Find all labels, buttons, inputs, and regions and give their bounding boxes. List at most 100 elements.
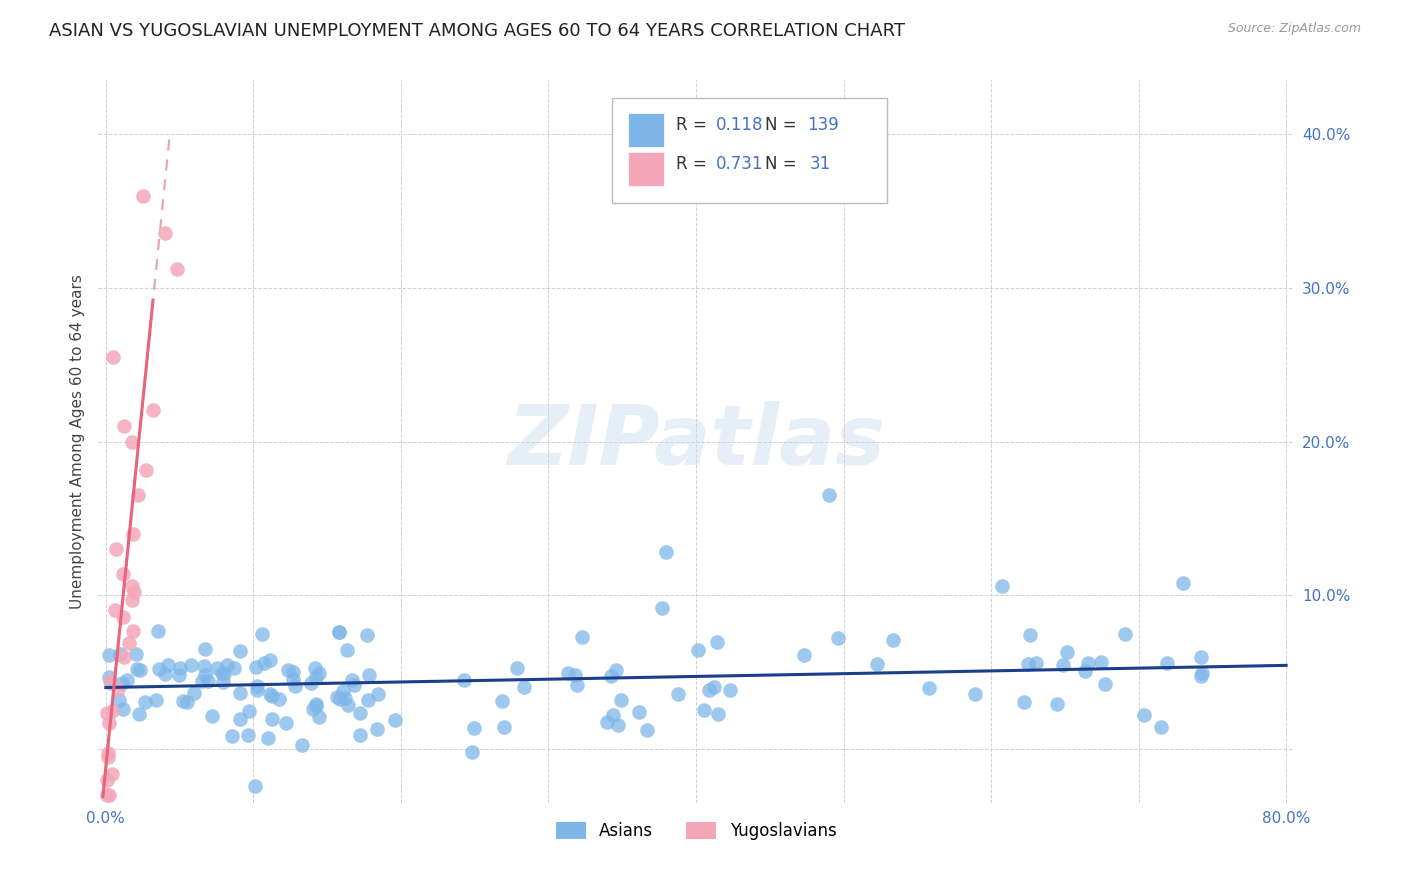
Text: 0.731: 0.731 (716, 155, 763, 173)
Point (326, 690, 349, 704)
Point (284, 680, 307, 694)
Point (699, 682, 721, 697)
Point (283, 673, 305, 687)
Point (793, 648, 815, 662)
Point (1017, 657, 1039, 671)
Point (153, 227, 176, 241)
Point (693, 703, 716, 717)
Point (253, 657, 276, 671)
Point (127, 488, 149, 502)
Point (359, 668, 381, 682)
Point (302, 702, 325, 716)
Point (349, 728, 371, 742)
Text: R =: R = (676, 155, 711, 173)
Point (135, 462, 157, 476)
Point (686, 642, 709, 657)
Point (304, 661, 326, 675)
Text: ASIAN VS YUGOSLAVIAN UNEMPLOYMENT AMONG AGES 60 TO 64 YEARS CORRELATION CHART: ASIAN VS YUGOSLAVIAN UNEMPLOYMENT AMONG … (49, 22, 905, 40)
Point (122, 624, 145, 638)
Point (197, 673, 219, 688)
Point (259, 687, 281, 701)
Point (97, 648, 120, 662)
Point (166, 261, 188, 276)
Point (193, 659, 215, 673)
Point (112, 566, 135, 581)
Text: ZIPatlas: ZIPatlas (508, 401, 884, 482)
Point (125, 662, 148, 676)
Point (817, 488, 839, 502)
Point (169, 661, 191, 675)
Point (827, 631, 849, 645)
Point (636, 723, 658, 737)
Point (1150, 720, 1173, 734)
Point (212, 667, 235, 681)
Point (122, 527, 145, 541)
Point (122, 585, 145, 599)
Point (463, 721, 485, 735)
Point (356, 628, 378, 642)
Point (229, 685, 252, 699)
Point (1077, 657, 1099, 671)
Point (283, 665, 305, 679)
Point (291, 738, 314, 752)
Point (337, 698, 360, 712)
Point (98, 788, 121, 802)
Point (1114, 627, 1136, 641)
Point (145, 693, 167, 707)
FancyBboxPatch shape (628, 112, 664, 147)
Point (201, 709, 224, 723)
Point (651, 601, 673, 615)
Point (238, 704, 260, 718)
Point (329, 692, 352, 706)
Point (256, 731, 278, 745)
Point (96, 772, 118, 787)
Point (609, 693, 631, 707)
Point (1191, 650, 1213, 665)
Point (990, 579, 1012, 593)
Point (100, 766, 122, 780)
Text: 31: 31 (810, 155, 831, 173)
Point (98, 669, 121, 683)
Point (308, 666, 330, 681)
Point (340, 673, 363, 687)
Text: 0.118: 0.118 (716, 116, 763, 134)
Point (108, 647, 131, 661)
Point (461, 746, 484, 760)
Point (167, 667, 190, 681)
Point (245, 779, 267, 793)
Point (128, 707, 150, 722)
Point (121, 592, 143, 607)
Point (491, 694, 513, 708)
Point (98, 715, 121, 730)
Point (97, 746, 120, 760)
Point (1156, 656, 1178, 670)
Point (245, 660, 267, 674)
Point (262, 689, 284, 703)
Point (720, 682, 742, 697)
Point (1012, 695, 1035, 709)
Point (866, 657, 889, 671)
Point (104, 603, 127, 617)
Point (1171, 576, 1194, 591)
Point (194, 642, 217, 657)
Point (1191, 666, 1213, 681)
Point (1090, 655, 1112, 669)
Point (305, 670, 328, 684)
Point (105, 542, 128, 557)
Point (259, 653, 281, 667)
Point (366, 722, 388, 736)
Point (706, 635, 728, 649)
Point (98, 674, 121, 689)
Point (602, 708, 624, 723)
Point (336, 642, 359, 657)
Point (229, 644, 252, 658)
Point (328, 624, 350, 639)
Point (183, 686, 205, 700)
Point (110, 676, 132, 690)
Point (260, 712, 283, 726)
Point (505, 660, 527, 674)
Point (299, 676, 322, 690)
Point (96, 788, 118, 802)
Text: Source: ZipAtlas.com: Source: ZipAtlas.com (1227, 22, 1361, 36)
Point (332, 683, 354, 698)
